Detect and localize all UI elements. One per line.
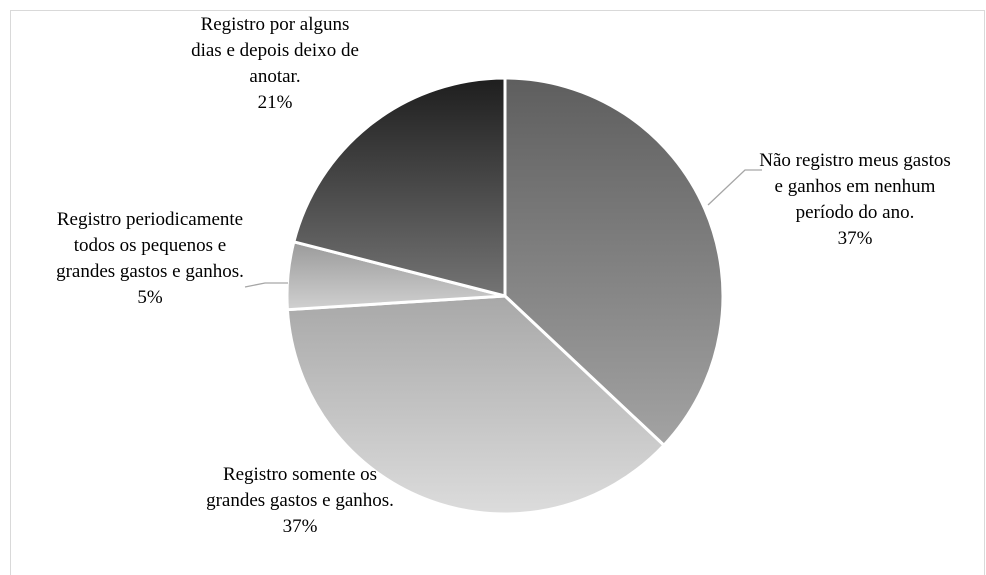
slice-label: Não registro meus gastos e ganhos em nen…: [755, 148, 955, 252]
slice-label: Registro somente os grandes gastos e gan…: [205, 462, 395, 540]
slice-label: Registro por alguns dias e depois deixo …: [185, 12, 365, 116]
value-label: 37%: [837, 228, 873, 249]
category-name: Registro por alguns dias e depois deixo …: [191, 14, 359, 87]
leader-line: [244, 282, 288, 288]
category-name: Não registro meus gastos e ganhos em nen…: [759, 150, 951, 223]
leader-line: [707, 169, 762, 206]
value-label: 37%: [282, 516, 318, 537]
category-name: Registro somente os grandes gastos e gan…: [206, 464, 394, 511]
pie-slice: [503, 76, 725, 448]
category-name: Registro periodicamente todos os pequeno…: [56, 209, 244, 282]
pie-slice: [285, 294, 667, 516]
slice-label: Registro periodicamente todos os pequeno…: [50, 207, 250, 311]
pie-slice: [292, 76, 507, 298]
chart-frame: [10, 10, 985, 575]
value-label: 21%: [257, 92, 293, 113]
value-label: 5%: [137, 287, 163, 308]
